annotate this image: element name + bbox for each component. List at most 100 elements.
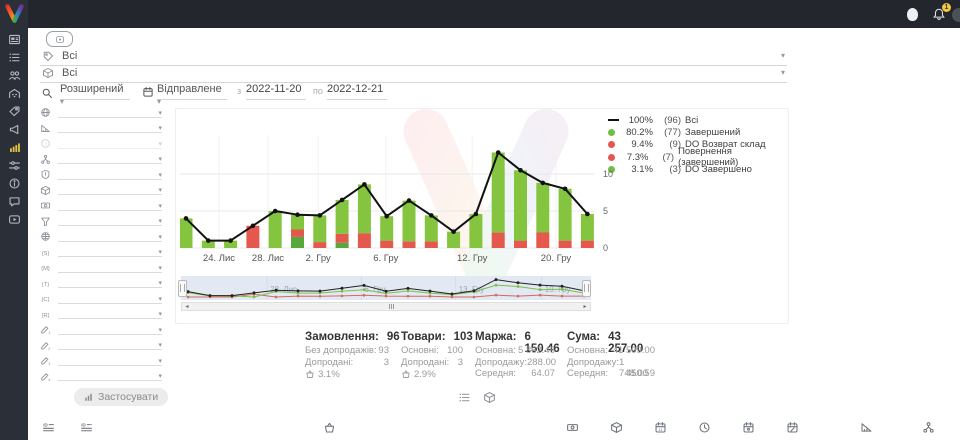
chart-navigator[interactable]: 28. Лис 6. Гру 13. Гру 19. Гру xyxy=(181,276,591,305)
sidebar-item-orders[interactable] xyxy=(0,48,28,66)
filter-utm-source[interactable]: {S} ▾ xyxy=(38,245,162,261)
filter-custom-2[interactable]: 2 ▾ xyxy=(38,338,162,354)
svg-text:?: ? xyxy=(44,142,47,148)
navigator-left-handle[interactable] xyxy=(178,280,187,297)
funnel-icon xyxy=(38,216,52,227)
legend-item[interactable]: 80.2% (77) Завершений xyxy=(608,126,783,138)
scroll-left-button[interactable]: ◂ xyxy=(185,304,189,310)
navigator-right-handle[interactable] xyxy=(582,280,591,297)
pencil-4-icon: 4 xyxy=(38,371,52,382)
search-mode-select[interactable]: Розширений ▾ xyxy=(60,83,130,106)
svg-text:6. Гру: 6. Гру xyxy=(364,285,385,294)
brace-s-icon: {S} xyxy=(38,247,52,258)
toolbar-id-status-list[interactable]: ID xyxy=(80,421,93,439)
toolbar-basket[interactable] xyxy=(323,421,336,439)
filter-utm-ref[interactable]: {R} ▾ xyxy=(38,307,162,323)
toolbar-hierarchy[interactable] xyxy=(922,421,935,439)
app-logo[interactable] xyxy=(4,3,25,24)
toolbar-ruler[interactable] xyxy=(860,421,873,439)
svg-text:28. Лис: 28. Лис xyxy=(252,253,284,264)
apply-button[interactable]: Застосувати xyxy=(74,388,169,406)
toolbar-clock[interactable] xyxy=(698,421,711,439)
video-help-button[interactable] xyxy=(46,31,73,47)
product-filter-value: Всі xyxy=(62,67,78,79)
sidebar-item-workspace[interactable] xyxy=(0,30,28,48)
chevron-down-icon: ▾ xyxy=(158,373,162,380)
question-icon: ? xyxy=(38,138,52,149)
date-field-select[interactable]: Відправлене ▾ xyxy=(157,83,227,106)
filter-utm-term[interactable]: {T} ▾ xyxy=(38,276,162,292)
toolbar-payments[interactable] xyxy=(566,421,579,439)
basket-icon xyxy=(401,369,411,379)
legend-item[interactable]: 100% (96) Всі xyxy=(608,114,783,126)
profile-menu-icon[interactable] xyxy=(952,8,960,22)
date-to-input[interactable]: 2022-12-21 xyxy=(327,83,387,100)
svg-text:{M}: {M} xyxy=(41,266,50,272)
chevron-down-icon: ▾ xyxy=(158,171,162,179)
filter-utm-campaign[interactable]: {C} ▾ xyxy=(38,291,162,307)
filter-funnel[interactable]: ▾ xyxy=(38,214,162,230)
sidebar-item-settings[interactable] xyxy=(0,156,28,174)
sidebar-item-tutorials[interactable] xyxy=(0,210,28,228)
filter-custom-1[interactable]: 1 ▾ xyxy=(38,322,162,338)
sidebar-item-analytics[interactable] xyxy=(0,138,28,156)
svg-text:10: 10 xyxy=(603,169,613,179)
user-avatar-icon[interactable] xyxy=(907,7,918,21)
summary-stats: Замовлення: 96 Без допродажів: 93 Допродані:… xyxy=(305,331,655,380)
filter-utm-medium[interactable]: {M} ▾ xyxy=(38,260,162,276)
notifications-bell-icon[interactable]: 1 xyxy=(932,2,951,22)
chevron-down-icon: ▾ xyxy=(158,109,162,117)
chevron-down-icon: ▾ xyxy=(158,125,162,132)
scroll-right-button[interactable]: ▸ xyxy=(583,304,587,310)
ruler-icon xyxy=(38,123,52,134)
date-from-input[interactable]: 2022-11-20 xyxy=(246,83,306,100)
calendar-icon xyxy=(142,84,154,100)
stat-column: Товари: 103 Основні: 100 Допродані: 3 2.9% xyxy=(401,331,473,380)
sidebar-item-warehouse[interactable] xyxy=(0,84,28,102)
legend-item[interactable]: 9.4% (9) DO Возврат склад xyxy=(608,139,783,151)
globe-grid-icon xyxy=(38,231,52,242)
legend-item[interactable]: 3.1% (3) DO Завершено xyxy=(608,164,783,176)
legend-item[interactable]: 7.3% (7) Повернення (завершений) xyxy=(608,146,783,168)
filter-custom-3[interactable]: 3 ▾ xyxy=(38,353,162,369)
chart-scrollbar[interactable]: ◂ ▸ xyxy=(181,302,591,311)
filter-ruler[interactable]: ▾ xyxy=(38,121,162,137)
filter-custom-4[interactable]: 4 ▾ xyxy=(38,369,162,385)
scrollbar-grip[interactable] xyxy=(386,304,396,309)
sidebar-item-promo[interactable] xyxy=(0,102,28,120)
brace-r-icon: {R} xyxy=(38,309,52,320)
filter-hierarchy[interactable]: ▾ xyxy=(38,152,162,168)
filter-country[interactable]: ▾ xyxy=(38,105,162,121)
sidebar-item-clients[interactable] xyxy=(0,66,28,84)
toolbar-calendar-slash[interactable] xyxy=(786,421,799,439)
orders-list-view-button[interactable] xyxy=(458,391,471,404)
toolbar-id-list[interactable]: ID xyxy=(42,421,55,439)
sidebar-item-chat[interactable] xyxy=(0,192,28,210)
sidebar-item-info[interactable] xyxy=(0,174,28,192)
banknote-icon xyxy=(38,200,52,211)
filter-question[interactable]: ? ▾ xyxy=(38,136,162,152)
toolbar-calendar-date[interactable] xyxy=(742,421,755,439)
filter-product[interactable]: ▾ xyxy=(38,183,162,199)
svg-text:ID: ID xyxy=(81,422,86,427)
svg-text:20. Гру: 20. Гру xyxy=(541,253,572,264)
brace-t-icon: {T} xyxy=(38,278,52,289)
products-view-button[interactable] xyxy=(483,391,496,404)
date-to-label: по xyxy=(313,86,323,96)
brace-c-icon: {C} xyxy=(38,293,52,304)
filter-payment[interactable]: ▾ xyxy=(38,198,162,214)
filter-shield[interactable]: ▾ xyxy=(38,167,162,183)
search-icon[interactable] xyxy=(41,85,53,101)
chevron-down-icon: ▾ xyxy=(780,68,785,77)
svg-text:2. Гру: 2. Гру xyxy=(306,253,331,264)
chevron-down-icon: ▾ xyxy=(158,233,162,241)
toolbar-products[interactable] xyxy=(610,421,623,439)
filter-site[interactable]: ▾ xyxy=(38,229,162,245)
status-filter-select[interactable]: Всі ▾ xyxy=(40,49,787,66)
toolbar-calendar-grid[interactable]: 11 xyxy=(654,421,667,439)
scrollbar-track[interactable] xyxy=(192,303,580,310)
sidebar-item-marketing[interactable] xyxy=(0,120,28,138)
product-filter-select[interactable]: Всі ▾ xyxy=(40,66,787,83)
svg-text:6. Гру: 6. Гру xyxy=(373,253,398,264)
